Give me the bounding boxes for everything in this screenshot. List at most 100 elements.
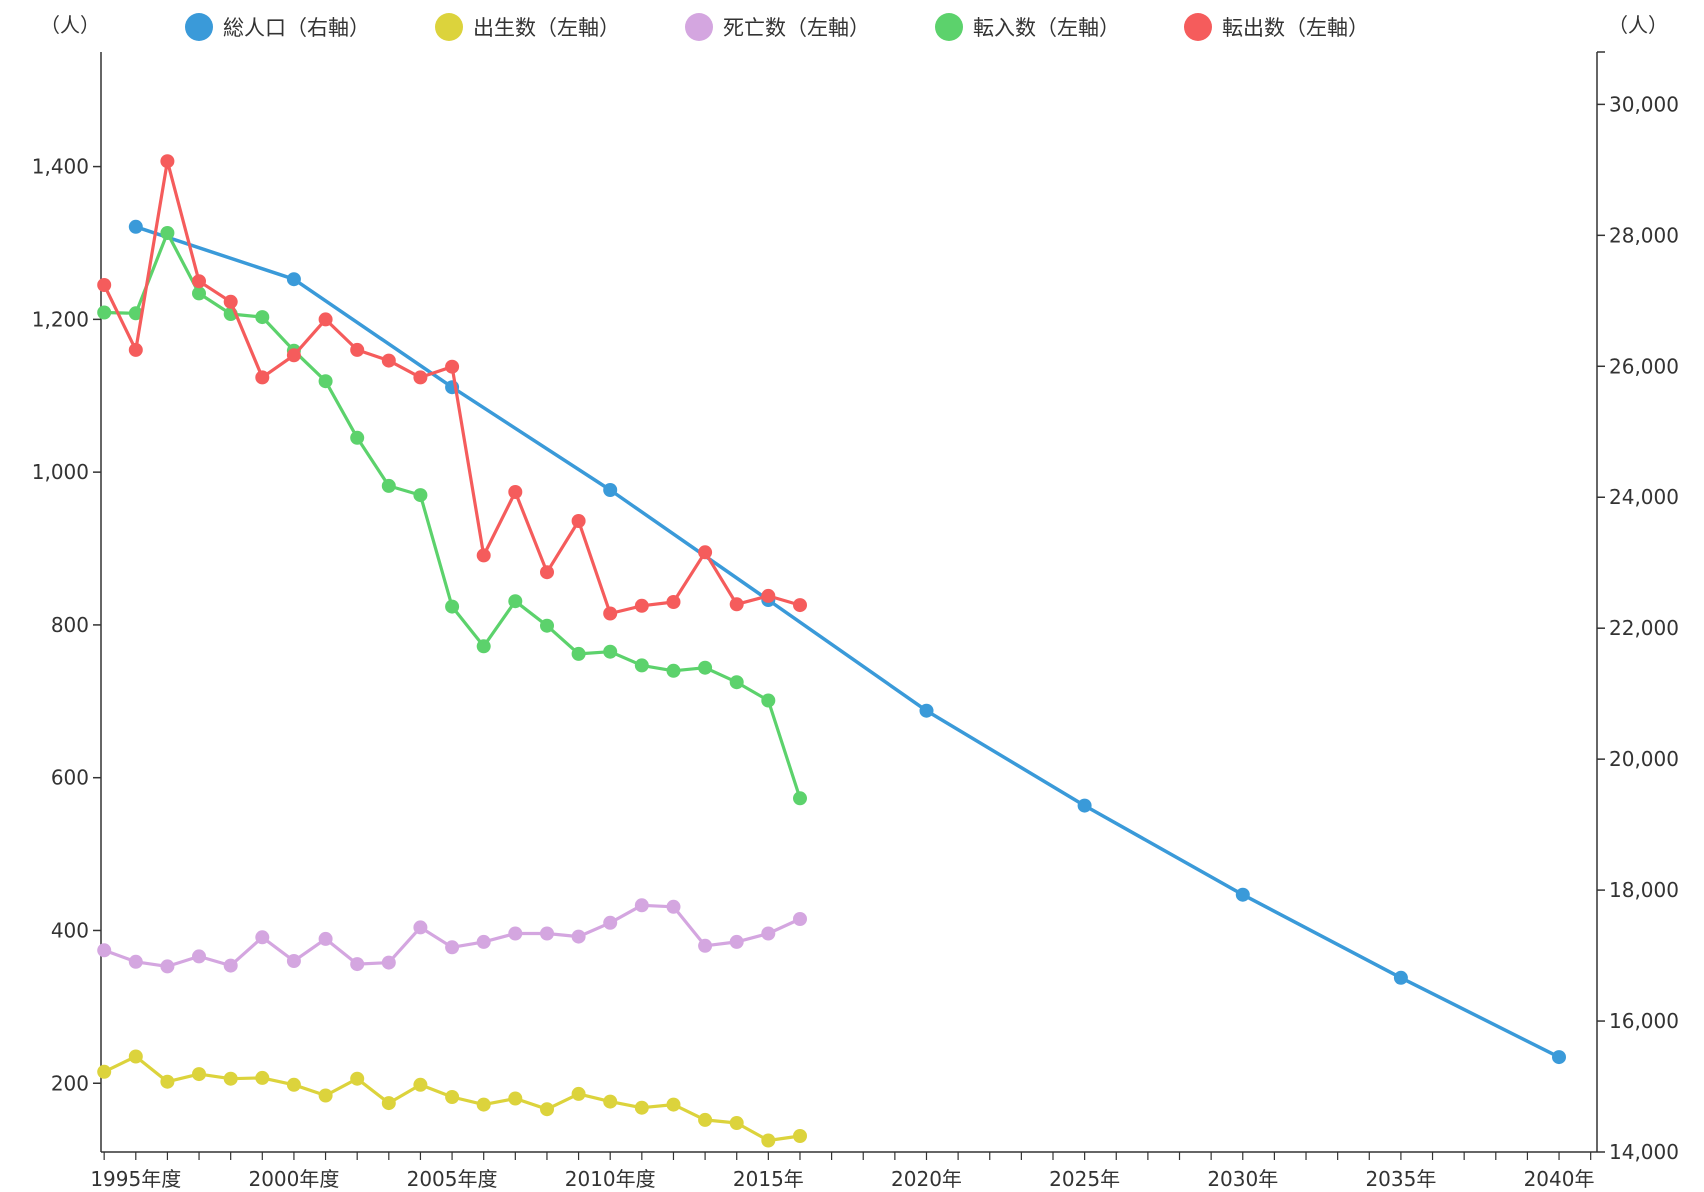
data-point bbox=[286, 1077, 301, 1092]
data-point bbox=[413, 370, 428, 385]
data-point bbox=[255, 930, 270, 945]
data-point bbox=[793, 912, 807, 926]
data-point bbox=[508, 1091, 523, 1106]
data-point bbox=[508, 926, 523, 941]
legend-label: 死亡数（左軸） bbox=[723, 16, 870, 40]
data-point bbox=[793, 1129, 807, 1143]
data-point bbox=[413, 920, 428, 935]
data-point bbox=[97, 1064, 112, 1079]
data-point bbox=[381, 353, 396, 368]
data-point bbox=[698, 1112, 713, 1127]
data-point bbox=[445, 940, 460, 955]
data-point bbox=[540, 926, 554, 941]
legend-marker bbox=[935, 13, 963, 41]
data-point bbox=[729, 597, 744, 612]
data-point bbox=[286, 954, 301, 968]
left-tick-label: 1,000 bbox=[32, 460, 89, 484]
data-point bbox=[476, 639, 491, 654]
data-point bbox=[603, 915, 618, 930]
data-point bbox=[761, 926, 776, 941]
x-tick-label: 2035年 bbox=[1365, 1167, 1436, 1191]
data-point bbox=[919, 703, 934, 718]
right-tick-label: 28,000 bbox=[1609, 223, 1679, 247]
data-point bbox=[97, 278, 112, 292]
data-point bbox=[97, 943, 112, 958]
data-point bbox=[571, 1086, 586, 1101]
series-1 bbox=[97, 1049, 807, 1148]
left-tick-label: 800 bbox=[51, 613, 89, 637]
legend-marker bbox=[435, 13, 463, 41]
data-point bbox=[1393, 970, 1408, 985]
legend-item: 転入数（左軸） bbox=[935, 13, 1120, 41]
data-point bbox=[192, 286, 206, 301]
data-point bbox=[192, 1067, 206, 1082]
left-tick-label: 200 bbox=[51, 1071, 89, 1095]
data-point bbox=[666, 1097, 681, 1112]
legend-marker bbox=[1184, 13, 1212, 41]
data-point bbox=[571, 929, 586, 944]
right-axis-unit: （人） bbox=[1608, 13, 1668, 37]
legend-marker bbox=[185, 13, 213, 41]
data-point bbox=[318, 374, 333, 389]
data-point bbox=[634, 898, 649, 913]
data-point bbox=[160, 959, 175, 974]
data-point bbox=[476, 1097, 491, 1112]
data-point bbox=[729, 1116, 744, 1130]
data-point bbox=[413, 1077, 428, 1092]
right-tick-label: 20,000 bbox=[1609, 747, 1679, 771]
data-point bbox=[571, 646, 586, 661]
data-point bbox=[160, 226, 175, 240]
right-tick-label: 30,000 bbox=[1609, 92, 1679, 116]
data-point bbox=[540, 565, 554, 580]
x-tick-label: 2025年 bbox=[1049, 1167, 1120, 1191]
left-tick-label: 600 bbox=[51, 766, 89, 790]
data-point bbox=[192, 949, 206, 964]
data-point bbox=[255, 1070, 270, 1085]
x-tick-label: 2030年 bbox=[1207, 1167, 1278, 1191]
data-point bbox=[698, 545, 713, 560]
data-point bbox=[128, 342, 143, 357]
x-tick-label: 1995年度 bbox=[90, 1167, 181, 1191]
data-point bbox=[603, 606, 618, 621]
data-point bbox=[350, 430, 365, 445]
data-point bbox=[540, 618, 554, 633]
data-point bbox=[666, 899, 681, 914]
legend-marker bbox=[685, 13, 713, 41]
data-point bbox=[350, 342, 365, 357]
data-point bbox=[761, 588, 776, 603]
data-point bbox=[476, 934, 491, 949]
data-point bbox=[128, 954, 143, 969]
x-tick-label: 2040年 bbox=[1524, 1167, 1595, 1191]
x-tick-label: 2005年度 bbox=[407, 1167, 498, 1191]
data-point bbox=[1552, 1050, 1566, 1065]
data-point bbox=[729, 675, 744, 690]
data-point bbox=[793, 791, 807, 806]
data-point bbox=[128, 306, 143, 321]
data-point bbox=[445, 1090, 460, 1104]
data-point bbox=[634, 598, 649, 613]
data-point bbox=[666, 595, 681, 609]
data-point bbox=[603, 483, 618, 497]
series-layer bbox=[97, 154, 1566, 1148]
data-point bbox=[508, 485, 523, 499]
data-point bbox=[508, 594, 523, 609]
data-point bbox=[445, 599, 460, 614]
data-point bbox=[603, 644, 618, 659]
left-axis-unit: （人） bbox=[40, 13, 100, 37]
legend-label: 転出数（左軸） bbox=[1222, 16, 1369, 40]
data-point bbox=[729, 934, 744, 949]
legend: 総人口（右軸） 出生数（左軸） 死亡数（左軸） 転入数（左軸） 転出数（左軸） bbox=[185, 13, 1369, 41]
series-line bbox=[135, 225, 1560, 1059]
data-point bbox=[413, 488, 428, 503]
axes: 200 400 600 800 1,000 1,200 1,400 14,000 16,000 1… bbox=[32, 51, 1679, 1191]
data-point bbox=[350, 1071, 365, 1086]
right-tick-label: 24,000 bbox=[1609, 485, 1679, 509]
x-tick-label: 2000年度 bbox=[248, 1167, 339, 1191]
series-0 bbox=[128, 219, 1566, 1065]
data-point bbox=[223, 958, 238, 973]
data-point bbox=[97, 305, 112, 320]
legend-item: 転出数（左軸） bbox=[1184, 13, 1369, 41]
data-point bbox=[318, 931, 333, 946]
x-tick-label: 2010年度 bbox=[565, 1167, 656, 1191]
